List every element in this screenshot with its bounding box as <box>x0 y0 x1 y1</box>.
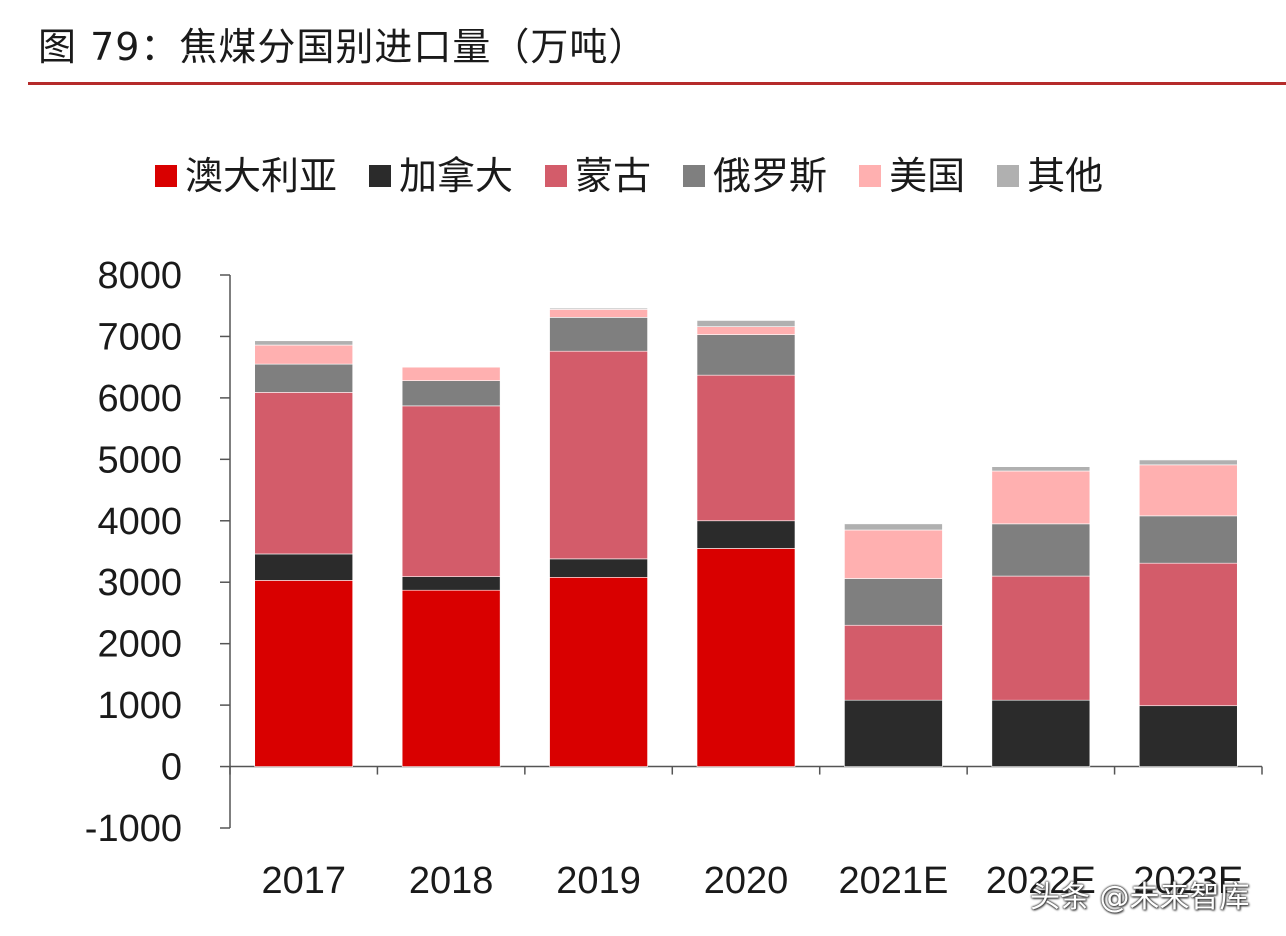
y-tick-label: 5000 <box>97 439 182 481</box>
legend-swatch <box>369 165 392 187</box>
bar-segment <box>696 334 796 376</box>
x-tick-label: 2019 <box>556 860 641 902</box>
bar-segment <box>549 309 648 318</box>
legend-label: 美国 <box>889 154 966 198</box>
bar-segment <box>696 520 796 549</box>
bar-segment <box>401 589 501 767</box>
legend-item: 蒙古 <box>545 152 651 200</box>
bar-segment <box>1138 705 1238 767</box>
legend-swatch <box>545 165 568 187</box>
bar-segment <box>696 374 796 522</box>
bar-segment <box>844 624 943 701</box>
bar-segment <box>844 523 943 531</box>
bar-segment <box>549 577 648 767</box>
y-tick-label: -1000 <box>85 808 182 850</box>
legend-label: 俄罗斯 <box>713 154 828 198</box>
legend-label: 加拿大 <box>399 154 514 198</box>
bar-segment <box>1138 562 1238 707</box>
bar-segment <box>991 699 1091 767</box>
chart-title: 图 79：焦煤分国别进口量（万吨） <box>38 25 648 69</box>
legend-item: 加拿大 <box>369 152 513 200</box>
bar-segment <box>254 553 354 581</box>
x-tick-label: 2017 <box>261 860 346 902</box>
x-tick-label: 2020 <box>704 860 789 902</box>
x-tick-label: 2018 <box>409 860 494 902</box>
legend-swatch <box>859 165 882 187</box>
bar-segment <box>254 392 354 555</box>
bar-segment <box>549 307 648 310</box>
bar-segment <box>401 366 501 381</box>
y-tick-label: 1000 <box>97 685 182 727</box>
bar-segment <box>991 466 1091 472</box>
bar-segment <box>696 320 796 327</box>
y-tick-label: 2000 <box>97 624 182 666</box>
bar-segment <box>549 558 648 578</box>
legend-label: 其他 <box>1027 154 1104 198</box>
bar-segment <box>696 326 796 335</box>
bar-segment <box>549 317 648 352</box>
y-tick-label: 4000 <box>97 501 182 543</box>
bar-segment <box>254 363 354 393</box>
bar-segment <box>991 575 1091 701</box>
legend-swatch <box>155 165 177 187</box>
bar-segment <box>1138 459 1238 466</box>
x-tick-label: 2021E <box>838 860 948 902</box>
chart-legend: 澳大利亚 加拿大 蒙古 俄罗斯 美国 其他 <box>155 150 1135 202</box>
legend-item: 美国 <box>859 152 965 200</box>
legend-item: 俄罗斯 <box>683 152 827 200</box>
legend-swatch <box>997 165 1020 187</box>
bar-segment <box>401 405 501 577</box>
y-tick-label: 7000 <box>97 316 182 358</box>
bar-segment <box>1138 464 1238 517</box>
bar-segment <box>401 576 501 591</box>
bar-segment <box>254 340 354 346</box>
bar-segment <box>254 344 354 365</box>
y-tick-label: 6000 <box>97 378 182 420</box>
legend-item: 澳大利亚 <box>155 152 337 200</box>
bar-segment <box>401 380 501 407</box>
bar-segment <box>1138 515 1238 564</box>
legend-swatch <box>683 165 706 187</box>
bar-segment <box>696 548 796 767</box>
legend-label: 澳大利亚 <box>185 154 338 198</box>
bar-segment <box>991 470 1091 525</box>
x-tick-label: 2022E <box>986 860 1096 902</box>
watermark: 头条 @未来智库 <box>1030 880 1250 915</box>
bar-segment <box>549 350 648 560</box>
y-tick-label: 3000 <box>97 562 182 604</box>
title-divider <box>28 82 1286 85</box>
bar-segment <box>254 580 354 767</box>
legend-item: 其他 <box>997 152 1103 200</box>
bar-segment <box>991 523 1091 577</box>
y-tick-label: 0 <box>161 747 182 789</box>
bar-segment <box>844 578 943 626</box>
x-tick-label: 2023E <box>1133 860 1243 902</box>
bar-segment <box>844 529 943 579</box>
legend-label: 蒙古 <box>575 154 652 198</box>
bar-segment <box>844 699 943 767</box>
y-tick-label: 8000 <box>97 255 182 297</box>
